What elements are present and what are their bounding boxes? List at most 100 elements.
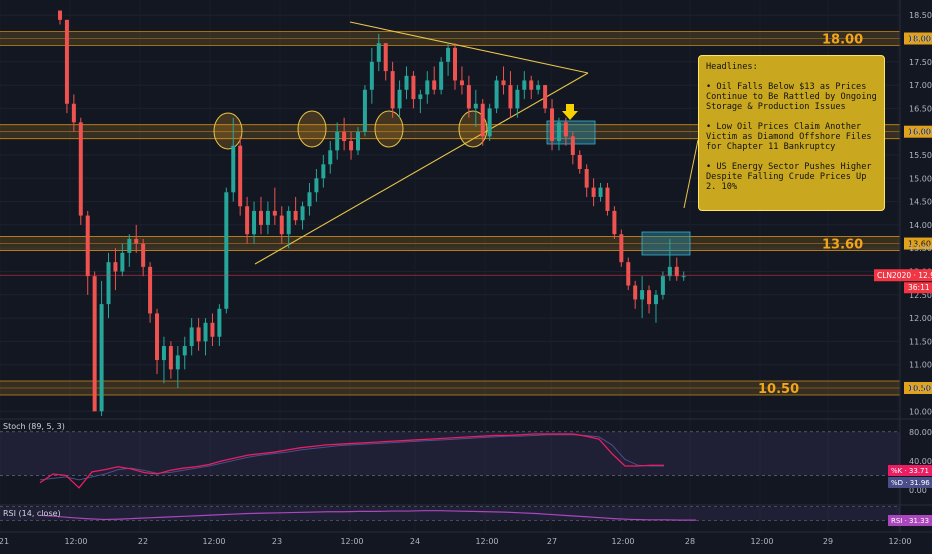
candle-body bbox=[252, 210, 257, 235]
price-tick-label: 11.00 bbox=[909, 361, 932, 370]
price-tick-label: 15.00 bbox=[909, 174, 932, 183]
level-tag-text: 13.60 bbox=[908, 240, 931, 249]
candle-body bbox=[584, 168, 589, 188]
current-price-text: CLN2020 · 12.92 bbox=[877, 271, 932, 280]
candle-body bbox=[362, 89, 367, 132]
candle-body bbox=[141, 243, 146, 267]
price-tick-label: 17.50 bbox=[909, 58, 932, 67]
touch-circle bbox=[374, 110, 404, 148]
candle-body bbox=[148, 266, 153, 314]
touch-circle bbox=[213, 112, 243, 150]
rsi-line bbox=[39, 510, 696, 521]
candle-body bbox=[355, 131, 360, 151]
candle-body bbox=[224, 192, 229, 309]
candle-body bbox=[418, 94, 423, 100]
candle-body bbox=[439, 61, 444, 90]
candle-body bbox=[78, 122, 83, 216]
candle-body bbox=[660, 276, 665, 295]
candle-body bbox=[633, 285, 638, 300]
candle-body bbox=[674, 266, 679, 277]
time-tick-label: 12:00 bbox=[202, 537, 225, 546]
level-tag bbox=[904, 125, 932, 138]
price-tick-label: 14.00 bbox=[909, 221, 932, 230]
candle-body bbox=[189, 327, 194, 347]
candle-body bbox=[563, 122, 568, 137]
candle-body bbox=[369, 61, 374, 90]
stoch-badge-text: %K · 33.71 bbox=[891, 467, 929, 475]
candle-body bbox=[349, 141, 354, 151]
candle-body bbox=[168, 346, 173, 370]
touch-circle bbox=[297, 110, 327, 148]
stoch-tick-label: 40.00 bbox=[909, 457, 932, 466]
time-tick-label: 29 bbox=[823, 537, 833, 546]
candle-body bbox=[120, 252, 125, 272]
candle-body bbox=[161, 346, 166, 361]
candle-body bbox=[314, 178, 319, 193]
candle-body bbox=[480, 103, 485, 137]
candle-body bbox=[279, 215, 284, 235]
candle-body bbox=[175, 355, 180, 370]
time-tick-label: 12:00 bbox=[611, 537, 634, 546]
candle-body bbox=[210, 322, 215, 337]
time-tick-label: 23 bbox=[272, 537, 282, 546]
headline-1: • Oil Falls Below $13 as Prices Continue… bbox=[706, 82, 877, 112]
level-label: 13.60 bbox=[822, 238, 863, 253]
candle-body bbox=[432, 80, 437, 90]
stoch-tick-label: 0.00 bbox=[909, 486, 927, 495]
candle-body bbox=[453, 47, 458, 81]
price-tick-label: 16.50 bbox=[909, 104, 932, 113]
trendline-lower bbox=[254, 72, 589, 265]
price-tick-label: 12.00 bbox=[909, 314, 932, 323]
rsi-badge-text: RSI · 31.33 bbox=[891, 517, 929, 525]
candle-body bbox=[647, 290, 652, 305]
stoch-d-line bbox=[39, 434, 664, 481]
candle-body bbox=[300, 206, 305, 221]
candle-body bbox=[383, 43, 388, 72]
candle-body bbox=[508, 85, 513, 109]
level-label: 10.50 bbox=[758, 382, 799, 397]
candle-body bbox=[404, 75, 409, 90]
candle-body bbox=[245, 206, 250, 235]
stoch-k-line bbox=[39, 433, 664, 489]
price-tick-label: 17.00 bbox=[909, 81, 932, 90]
candle-body bbox=[425, 80, 430, 95]
stoch-badge-text: %D · 31.96 bbox=[891, 479, 930, 487]
time-tick-label: 12:00 bbox=[340, 537, 363, 546]
level-tag bbox=[904, 32, 932, 45]
callout-line bbox=[683, 139, 699, 209]
price-tick-label: 18.00 bbox=[909, 35, 932, 44]
price-tick-label: 16.00 bbox=[909, 128, 932, 137]
stoch-tick-label: 80.00 bbox=[909, 428, 932, 437]
current-price-tag bbox=[874, 269, 932, 282]
time-tick-label: 21 bbox=[0, 537, 9, 546]
price-tick-label: 11.50 bbox=[909, 337, 932, 346]
candle-body bbox=[127, 238, 132, 253]
level-tag bbox=[904, 382, 932, 394]
headlines-title: Headlines: bbox=[706, 62, 758, 72]
time-tick-label: 12:00 bbox=[475, 537, 498, 546]
candle-body bbox=[667, 266, 672, 277]
candle-body bbox=[92, 276, 97, 412]
candle-body bbox=[598, 187, 603, 197]
candle-body bbox=[71, 103, 76, 123]
time-tick-label: 24 bbox=[410, 537, 420, 546]
price-tick-label: 14.50 bbox=[909, 198, 932, 207]
candle-body bbox=[106, 262, 111, 305]
time-tick-label: 12:00 bbox=[64, 537, 87, 546]
candle-body bbox=[342, 131, 347, 142]
time-tick-label: 22 bbox=[138, 537, 148, 546]
candle-body bbox=[591, 187, 596, 197]
stoch-title: Stoch (89, 5, 3) bbox=[3, 422, 65, 431]
time-tick-label: 27 bbox=[547, 537, 557, 546]
candle-body bbox=[99, 304, 104, 412]
candle-body bbox=[550, 108, 555, 142]
candle-body bbox=[258, 210, 263, 225]
candle-body bbox=[113, 262, 118, 272]
candle-body bbox=[238, 145, 243, 207]
candle-body bbox=[619, 234, 624, 263]
trendline-upper bbox=[349, 21, 589, 74]
candle-body bbox=[459, 80, 464, 86]
headline-3: • US Energy Sector Pushes Higher Despite… bbox=[706, 162, 872, 192]
level-label: 18.00 bbox=[822, 33, 863, 48]
